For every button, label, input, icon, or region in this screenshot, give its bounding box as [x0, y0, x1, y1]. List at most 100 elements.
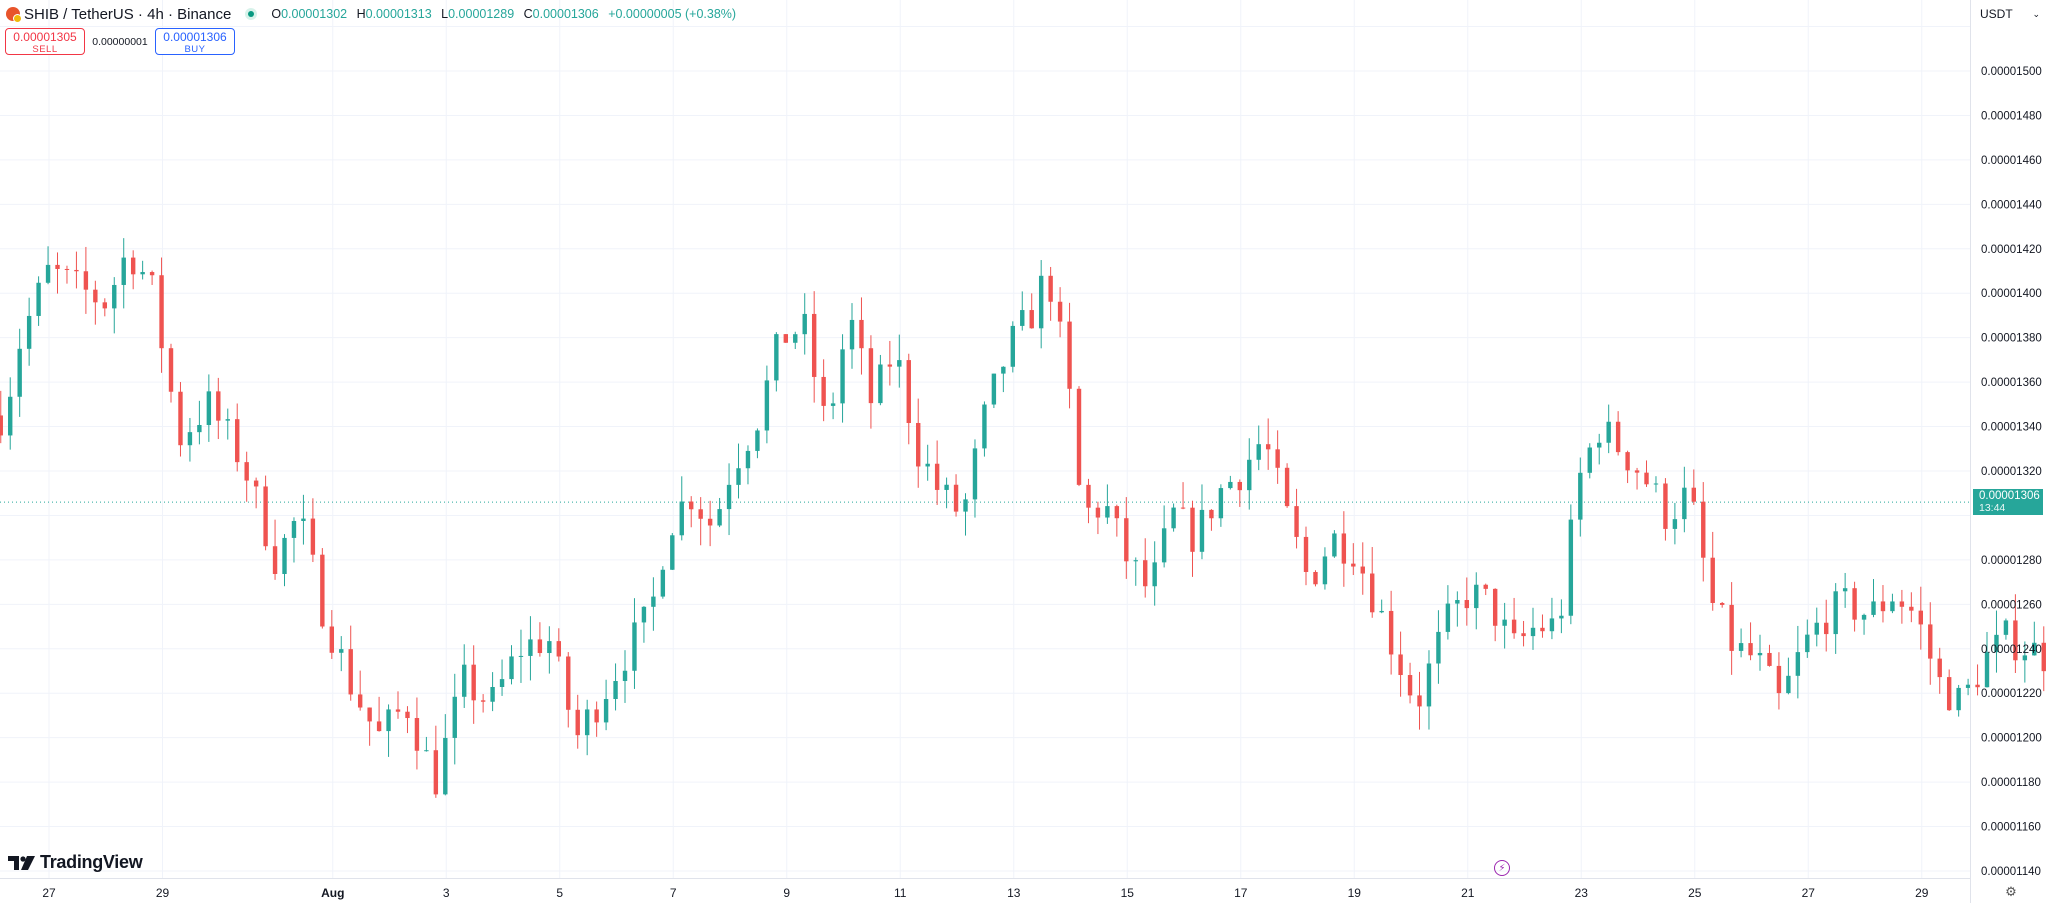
candle-body [414, 718, 420, 751]
candle-body [1710, 557, 1715, 603]
candle-body [1209, 509, 1214, 519]
candle-body [452, 696, 457, 738]
candle-body [102, 302, 108, 309]
candle-body [1597, 442, 1602, 448]
candle-body [1738, 643, 1744, 651]
candle-body [783, 334, 789, 343]
candle-body [660, 569, 666, 597]
candle-body [821, 376, 826, 406]
candle-body [1341, 533, 1347, 564]
candle-body [112, 284, 117, 309]
candle-body [168, 348, 174, 392]
x-tick-label: 25 [1688, 886, 1702, 900]
candle-body [1899, 601, 1905, 607]
candle-body [8, 396, 13, 436]
candle-body [216, 391, 221, 421]
y-tick-label: 0.00001240 [1981, 644, 2042, 656]
last-price-value: 0.00001306 [1979, 490, 2040, 503]
brand-name: TradingView [40, 852, 143, 872]
candle-body [357, 694, 363, 708]
candle-body [1587, 447, 1592, 473]
price-axis[interactable]: 0.00001500 0.00001480 0.00001460 0.00001440… [1970, 0, 2042, 903]
candle-body [953, 484, 959, 512]
gear-icon[interactable]: ⚙ [2005, 884, 2017, 899]
tradingview-logo[interactable]: TradingView [8, 852, 143, 873]
candle-body [972, 448, 978, 500]
sell-button[interactable]: 0.00001305 SELL [5, 28, 85, 55]
x-tick-label: 29 [1915, 886, 1929, 900]
bar-countdown: 13:44 [1979, 502, 2006, 515]
candle-body [1190, 507, 1195, 552]
candle-body [897, 360, 902, 367]
candle-body [1057, 301, 1063, 322]
candle-body [1143, 560, 1148, 587]
lightning-icon[interactable]: ⚡ [1494, 860, 1510, 876]
candle-body [1370, 573, 1375, 613]
candle-body [1114, 506, 1120, 519]
y-tick-label: 0.00001180 [1981, 777, 2041, 789]
candle-body [1946, 677, 1952, 711]
candle-body [471, 664, 476, 701]
symbol-title[interactable]: SHIB / TetherUS · 4h · Binance [24, 5, 232, 23]
candle-body [963, 499, 968, 512]
candle-body [1067, 321, 1072, 389]
y-tick-label: 0.00001220 [1981, 688, 2042, 700]
open-value: 0.00001302 [281, 7, 348, 21]
candle-body [916, 422, 921, 467]
candle-body [1937, 658, 1942, 678]
candle-body [1398, 654, 1403, 676]
candle-body [1871, 601, 1876, 615]
candle-body [1303, 536, 1309, 572]
candle-body [764, 380, 770, 431]
candle-body [433, 750, 439, 795]
candle-body [462, 664, 467, 697]
candle-body [575, 709, 580, 736]
candle-body [1691, 487, 1697, 502]
candle-body [1095, 507, 1101, 518]
candle-body [774, 334, 779, 381]
tradingview-logo-icon [8, 855, 35, 870]
currency-selector[interactable]: USDT ⌄ [1972, 2, 2046, 26]
candle-body [282, 537, 287, 574]
candle-body [944, 484, 949, 490]
candle-body [121, 257, 126, 285]
candle-body [1578, 472, 1583, 520]
candle-body [1701, 501, 1706, 558]
candle-body [339, 649, 344, 653]
candle-body [1001, 366, 1006, 374]
y-tick-label: 0.00001260 [1981, 599, 2042, 611]
candle-body [1388, 610, 1394, 655]
candle-body [149, 272, 155, 276]
candle-body [1521, 633, 1526, 637]
candle-body [1814, 622, 1819, 635]
candle-body [859, 319, 864, 349]
candle-body [594, 709, 599, 723]
candle-body [726, 484, 732, 510]
candle-body [235, 419, 240, 463]
candle-body [83, 271, 89, 290]
x-tick-label: 23 [1575, 886, 1589, 900]
candle-body [1748, 643, 1753, 656]
y-tick-label: 0.00001320 [1981, 466, 2042, 478]
candle-body [206, 391, 212, 426]
market-status-icon[interactable] [245, 8, 258, 20]
symbol-logo-icon [6, 7, 22, 23]
currency-value: USDT [1980, 7, 2013, 21]
y-tick-label: 0.00001140 [1981, 866, 2041, 878]
candle-body [556, 641, 562, 657]
time-axis[interactable]: 2729Aug357911131517192123252729Sep357911… [0, 878, 2048, 901]
buy-button[interactable]: 0.00001306 BUY [155, 28, 235, 55]
candle-body [2032, 642, 2037, 656]
y-tick-label: 0.00001340 [1981, 422, 2042, 434]
candle-body [1152, 562, 1157, 587]
y-tick-label: 0.00001380 [1981, 333, 2042, 345]
candle-body [1653, 483, 1659, 485]
candle-body [1568, 519, 1574, 616]
candle-body [679, 501, 684, 536]
candle-body [518, 655, 524, 657]
candle-body [263, 486, 268, 547]
candle-body [1105, 506, 1110, 518]
x-tick-label: 13 [1007, 886, 1021, 900]
candle-body [1010, 325, 1016, 367]
